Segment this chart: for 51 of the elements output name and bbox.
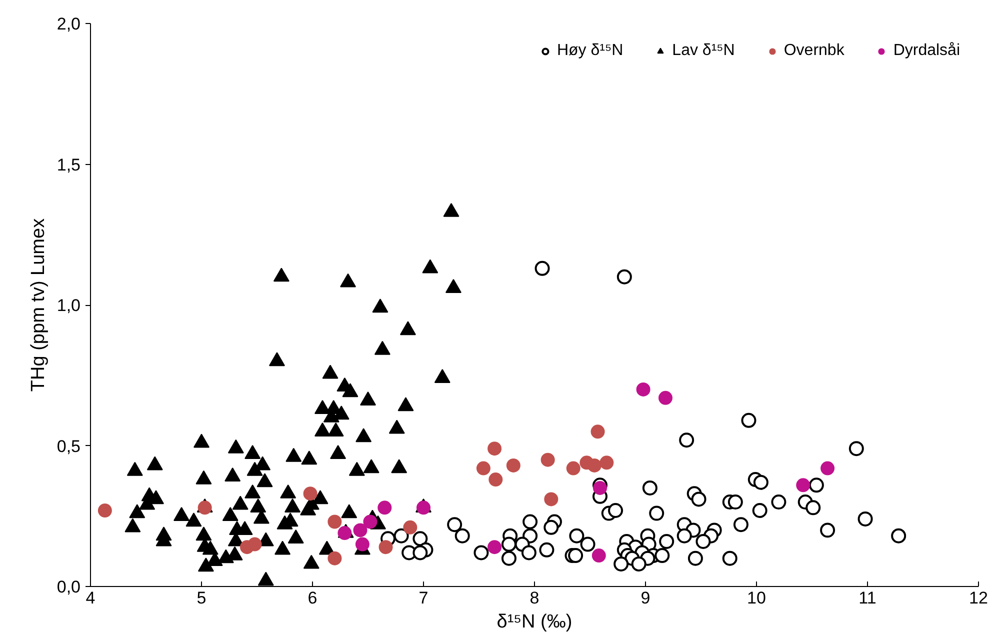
point [378, 500, 392, 515]
point [303, 486, 318, 501]
y-tick-label: 1,0 [56, 296, 81, 315]
point [98, 504, 112, 518]
point [403, 520, 418, 534]
point [506, 458, 520, 472]
point [378, 540, 393, 554]
point [540, 452, 555, 467]
legend-label: Dyrdalsåi [893, 42, 960, 60]
point [590, 424, 605, 439]
point [416, 500, 430, 515]
point [544, 492, 558, 506]
x-tick-label: 10 [747, 588, 766, 608]
y-tick-label: 0,0 [56, 578, 81, 596]
point [355, 537, 370, 552]
x-tick-label: 8 [530, 588, 540, 608]
point [353, 523, 368, 538]
point [820, 461, 835, 476]
point [248, 537, 262, 552]
legend-label: Overnbk [784, 42, 844, 60]
point [363, 514, 378, 529]
x-tick-label: 11 [858, 588, 876, 608]
legend-label: Høy δ¹⁵N [556, 42, 624, 60]
point [476, 461, 490, 476]
x-tick-label: 12 [969, 588, 988, 608]
point [488, 540, 502, 554]
point [796, 478, 810, 492]
point [658, 390, 672, 405]
point [328, 514, 342, 529]
y-tick-label: 0,5 [56, 436, 81, 456]
x-tick-label: 4 [86, 588, 96, 608]
x-tick-label: 5 [196, 588, 206, 608]
legend-label: Lav δ¹⁵N [672, 42, 735, 60]
x-tick-label: 6 [308, 588, 318, 608]
point [488, 442, 502, 456]
point [328, 551, 342, 566]
point [587, 458, 602, 472]
x-tick-label: 7 [418, 588, 428, 608]
point [566, 461, 580, 476]
y-axis-title: THg (ppm tv) Lumex [28, 218, 49, 392]
point [636, 382, 650, 396]
point [600, 456, 614, 470]
point [338, 526, 352, 540]
point [592, 548, 606, 563]
y-tick-label: 2,0 [56, 14, 81, 34]
x-tick-label: 9 [640, 588, 650, 608]
point [488, 472, 503, 487]
point [198, 500, 212, 515]
y-tick-label: 1,5 [56, 155, 81, 174]
x-axis-title: δ¹⁵N (‰) [496, 612, 572, 632]
point [592, 480, 607, 495]
